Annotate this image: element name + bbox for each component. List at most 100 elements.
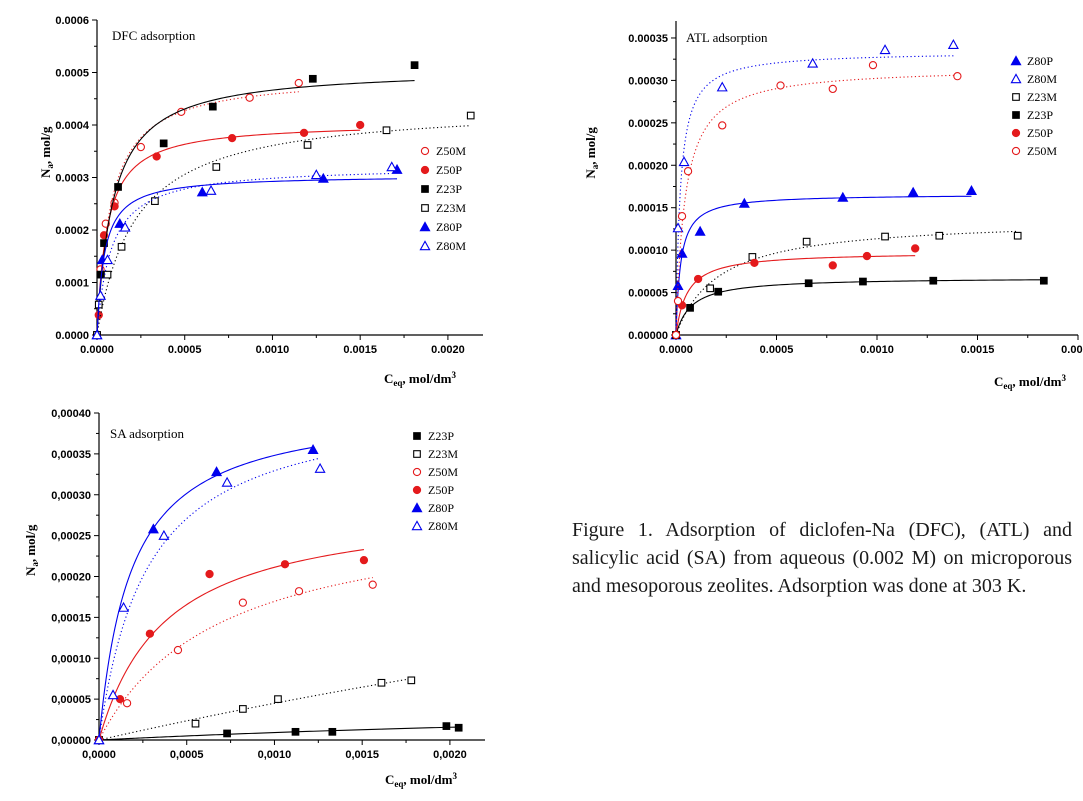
y-tick-label: 0,00005 <box>51 694 91 706</box>
legend-marker-z50p <box>412 485 422 495</box>
legend-label-z50m: Z50M <box>428 465 458 479</box>
legend-marker-z50m <box>1011 146 1021 156</box>
data-point-z23m <box>706 284 715 293</box>
data-point-z23m <box>239 705 247 713</box>
legend-label-z50m: Z50M <box>436 144 466 158</box>
x-tick-label: 0.0010 <box>256 344 290 356</box>
data-point-z80m <box>93 734 105 745</box>
data-point-z80m <box>672 222 684 233</box>
legend-label-z23m: Z23M <box>1027 90 1057 104</box>
series-z80p <box>670 184 978 340</box>
data-point-z50p <box>828 261 837 270</box>
data-point-z50p <box>911 244 920 253</box>
legend-label-z23p: Z23P <box>428 429 454 443</box>
x-tick-label: 0,0005 <box>170 749 204 761</box>
data-point-z23m <box>407 676 416 685</box>
data-point-z50m <box>677 212 687 221</box>
series-z50p <box>92 120 365 340</box>
legend-marker-z23p <box>421 185 429 193</box>
data-point-z23m <box>303 141 312 149</box>
series-z50m <box>94 577 377 745</box>
fit-curve-z50p <box>98 549 365 741</box>
legend-marker-z50m <box>420 146 430 156</box>
data-point-z50p <box>152 152 161 161</box>
data-point-z50m <box>718 121 727 130</box>
data-point-z23p <box>804 279 813 288</box>
x-tick-label: 0,0015 <box>345 749 379 761</box>
data-point-z50p <box>693 274 703 284</box>
x-tick-label: 0.0005 <box>760 344 794 356</box>
data-point-z23p <box>96 270 105 279</box>
data-point-z80p <box>147 523 159 534</box>
data-point-z80m <box>94 289 107 300</box>
y-tick-label: 0.0003 <box>55 173 89 185</box>
data-point-z50m <box>828 84 837 94</box>
x-axis-label: Ceq, mol/dm3 <box>994 373 1067 391</box>
data-point-z80m <box>118 601 130 612</box>
data-point-z50p <box>280 560 290 569</box>
x-axis-label: Ceq, mol/dm3 <box>385 771 458 789</box>
data-point-z80p <box>965 184 978 195</box>
data-point-z80p <box>196 186 208 197</box>
chart-title: ATL adsorption <box>686 30 768 45</box>
data-point-z50m <box>294 587 304 596</box>
data-point-z50m <box>671 330 681 340</box>
fit-curve-z80m <box>98 457 321 741</box>
series-z23p <box>672 276 1048 339</box>
data-point-z80p <box>837 191 849 202</box>
x-tick-label: 0.0005 <box>168 344 202 356</box>
y-tick-label: 0.0002 <box>55 225 89 237</box>
legend-label-z80p: Z80P <box>1027 54 1053 68</box>
y-tick-label: 0.0000 <box>55 330 89 342</box>
data-point-z50p <box>750 258 759 268</box>
data-point-z23p <box>223 729 231 738</box>
x-tick-label: 0.0015 <box>343 344 377 356</box>
fit-curve-z80p <box>98 446 314 741</box>
data-point-z80m <box>807 57 819 68</box>
x-tick-label: 0,0000 <box>82 749 116 761</box>
y-tick-label: 0.0005 <box>55 68 89 80</box>
data-point-z80m <box>91 329 103 340</box>
data-point-z23p <box>686 303 694 312</box>
data-point-z23p <box>114 183 122 191</box>
data-point-z50m <box>368 580 377 589</box>
y-tick-label: 0.00015 <box>628 203 668 215</box>
atl-adsorption-chart: 0.00000 0.00005 0.00010 0.00015 0.00020 0.000… <box>583 21 1083 391</box>
y-tick-label: 0,00000 <box>51 735 91 747</box>
chart-title: SA adsorption <box>110 426 185 441</box>
x-tick-label: 0,0010 <box>258 749 292 761</box>
y-tick-label: 0,00020 <box>51 572 91 584</box>
y-tick-label: 0.00025 <box>628 118 668 130</box>
y-tick-label: 0.0001 <box>55 278 89 290</box>
y-tick-label: 0.00000 <box>628 330 668 342</box>
data-point-z50m <box>122 699 132 708</box>
data-point-z23p <box>291 727 300 736</box>
data-point-z23m <box>1013 231 1022 240</box>
legend-label-z50p: Z50P <box>436 163 462 177</box>
data-point-z50m <box>683 167 693 176</box>
data-point-z80m <box>386 161 398 172</box>
data-point-z23p <box>328 727 337 736</box>
y-axis-label: Na, mol/g <box>23 524 40 576</box>
legend-label-z23m: Z23M <box>436 201 466 215</box>
legend-label-z23p: Z23P <box>436 182 462 196</box>
fit-curve-z80p <box>675 195 972 336</box>
fit-curve-z50m <box>98 577 373 741</box>
y-tick-label: 0.0006 <box>55 15 89 27</box>
data-point-z80p <box>676 247 688 258</box>
data-point-z23m <box>466 111 475 120</box>
legend-label-z23p: Z23P <box>1027 108 1053 122</box>
data-point-z23p <box>159 139 168 148</box>
data-point-z80p <box>114 217 126 228</box>
data-point-z23p <box>454 723 463 732</box>
fit-curve-z50p <box>675 255 916 336</box>
data-point-z23m <box>377 678 386 687</box>
legend: Z23P Z23M Z50M Z50P Z80P Z80M <box>411 429 458 533</box>
dfc-adsorption-chart: 0.0000 0.0001 0.0002 0.0003 0.0004 0.0005 0.00… <box>38 15 483 388</box>
y-tick-label: 0,00035 <box>51 449 91 461</box>
legend: Z80P Z80M Z23M Z23P Z50P Z50M <box>1010 54 1057 158</box>
legend-marker-z23m <box>413 450 421 458</box>
data-point-z50p <box>145 629 155 638</box>
series-z23p <box>93 61 419 339</box>
series-z23m <box>672 230 1022 339</box>
